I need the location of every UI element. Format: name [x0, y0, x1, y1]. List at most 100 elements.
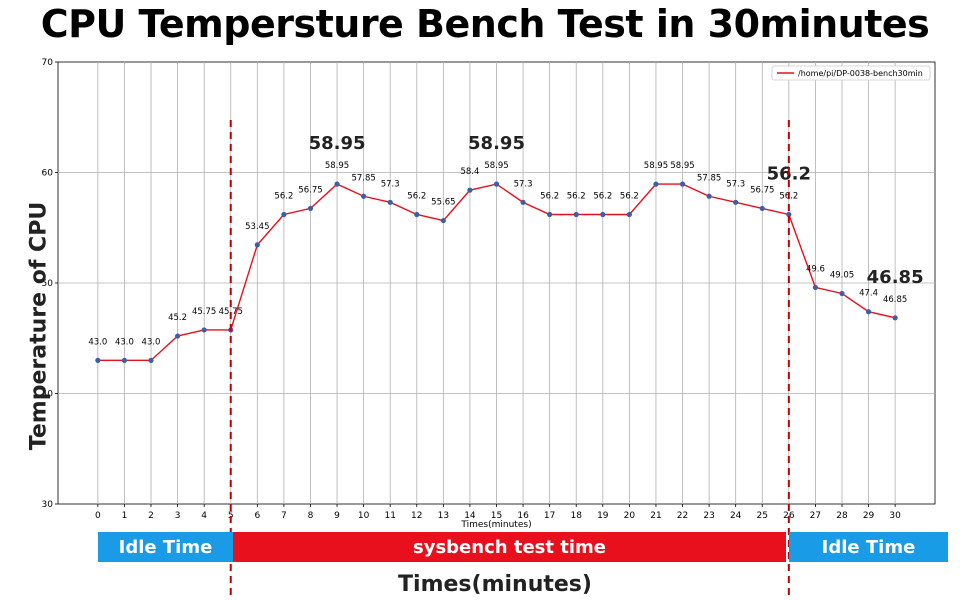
x-tick-label: 9: [334, 511, 340, 521]
data-label: 58.4: [460, 167, 479, 177]
data-point: [626, 211, 632, 218]
data-point: [600, 211, 606, 218]
highlight-annotation: 58.95: [468, 133, 525, 154]
x-tick-label: 30: [889, 511, 901, 521]
data-point: [387, 199, 393, 205]
legend-label: /home/pi/DP-0038-bench30min: [798, 69, 923, 78]
data-label: 45.2: [168, 313, 187, 323]
y-tick-label: 40: [42, 390, 54, 400]
x-tick-label: 11: [384, 511, 395, 521]
data-point: [786, 211, 792, 218]
data-label: 45.75: [219, 307, 243, 317]
chart-title: CPU Tempersture Bench Test in 30minutes: [40, 2, 930, 46]
data-label: 58.95: [484, 161, 508, 171]
data-point: [865, 309, 872, 315]
data-label: 47.4: [859, 289, 878, 299]
data-label: 58.95: [644, 161, 668, 171]
x-tick-label: 16: [517, 511, 529, 521]
data-point: [520, 199, 526, 205]
data-point: [95, 357, 101, 363]
data-label: 43.0: [88, 337, 107, 347]
data-point: [839, 290, 845, 297]
x-axis-small-label: Times(minutes): [460, 520, 531, 530]
data-label: 43.0: [115, 337, 134, 347]
data-point: [467, 187, 473, 193]
legend-box: [771, 65, 931, 81]
x-tick-label: 27: [810, 511, 821, 521]
data-point: [440, 217, 446, 224]
data-point: [679, 181, 686, 187]
x-tick-label: 6: [254, 511, 260, 521]
data-point: [361, 193, 367, 199]
x-tick-label: 10: [358, 511, 370, 521]
data-point: [414, 211, 420, 218]
data-label: 58.95: [670, 161, 694, 171]
x-tick-label: 23: [703, 511, 714, 521]
data-label: 56.2: [567, 191, 586, 201]
data-label: 57.3: [726, 179, 745, 189]
data-point: [706, 193, 712, 199]
data-point: [254, 242, 260, 248]
highlight-annotation: 58.95: [309, 133, 366, 154]
data-point: [201, 327, 207, 333]
x-tick-label: 19: [597, 511, 609, 521]
data-label: 56.2: [593, 191, 612, 201]
data-point: [493, 181, 500, 187]
x-tick-label: 8: [308, 511, 314, 521]
data-label: 57.3: [514, 179, 533, 189]
x-tick-label: 13: [438, 511, 449, 521]
y-tick-label: 50: [42, 279, 54, 289]
data-label: 55.65: [431, 198, 455, 208]
data-label: 56.2: [407, 191, 426, 201]
x-tick-label: 7: [281, 511, 287, 521]
x-tick-label: 17: [544, 511, 555, 521]
data-point: [759, 205, 765, 212]
data-label: 57.85: [697, 173, 721, 183]
x-axis-label-big: Times(minutes): [398, 572, 592, 597]
data-point: [174, 333, 181, 339]
data-label: 56.75: [298, 185, 322, 195]
x-tick-label: 29: [863, 511, 875, 521]
highlight-annotation: 46.85: [867, 267, 924, 288]
data-label: 49.05: [830, 270, 854, 280]
data-point: [653, 181, 659, 187]
data-label: 57.85: [351, 173, 375, 183]
x-tick-label: 15: [491, 511, 502, 521]
y-tick-label: 70: [42, 58, 54, 68]
data-label: 56.2: [620, 191, 639, 201]
x-tick-label: 21: [650, 511, 661, 521]
data-label: 56.2: [274, 191, 293, 201]
data-label: 45.75: [192, 307, 216, 317]
x-tick-label: 3: [175, 511, 181, 521]
data-label: 46.85: [883, 295, 907, 305]
data-label: 53.45: [245, 222, 269, 232]
data-label: 56.75: [750, 185, 774, 195]
x-tick-label: 18: [571, 511, 583, 521]
y-tick-label: 30: [42, 500, 54, 510]
y-tick-label: 60: [42, 169, 54, 179]
x-tick-label: 22: [677, 511, 688, 521]
x-tick-label: 14: [464, 511, 476, 521]
data-point: [281, 211, 287, 218]
data-point: [148, 357, 154, 363]
x-tick-label: 0: [95, 511, 101, 521]
x-tick-label: 1: [122, 511, 128, 521]
data-point: [892, 315, 898, 321]
data-label: 43.0: [142, 337, 161, 347]
data-point: [812, 284, 819, 291]
data-label: 57.3: [381, 179, 400, 189]
x-tick-label: 2: [148, 511, 154, 521]
x-tick-label: 24: [730, 511, 742, 521]
x-tick-label: 28: [836, 511, 848, 521]
x-tick-label: 25: [757, 511, 768, 521]
x-tick-label: 20: [624, 511, 636, 521]
data-point: [307, 205, 314, 212]
sysbench-test-band: sysbench test time: [233, 532, 786, 562]
x-tick-label: 12: [411, 511, 422, 521]
data-point: [334, 181, 340, 187]
data-point: [733, 199, 739, 205]
idle-time-band-right: Idle Time: [789, 532, 948, 562]
data-point: [573, 211, 579, 218]
data-label: 49.6: [806, 264, 825, 274]
